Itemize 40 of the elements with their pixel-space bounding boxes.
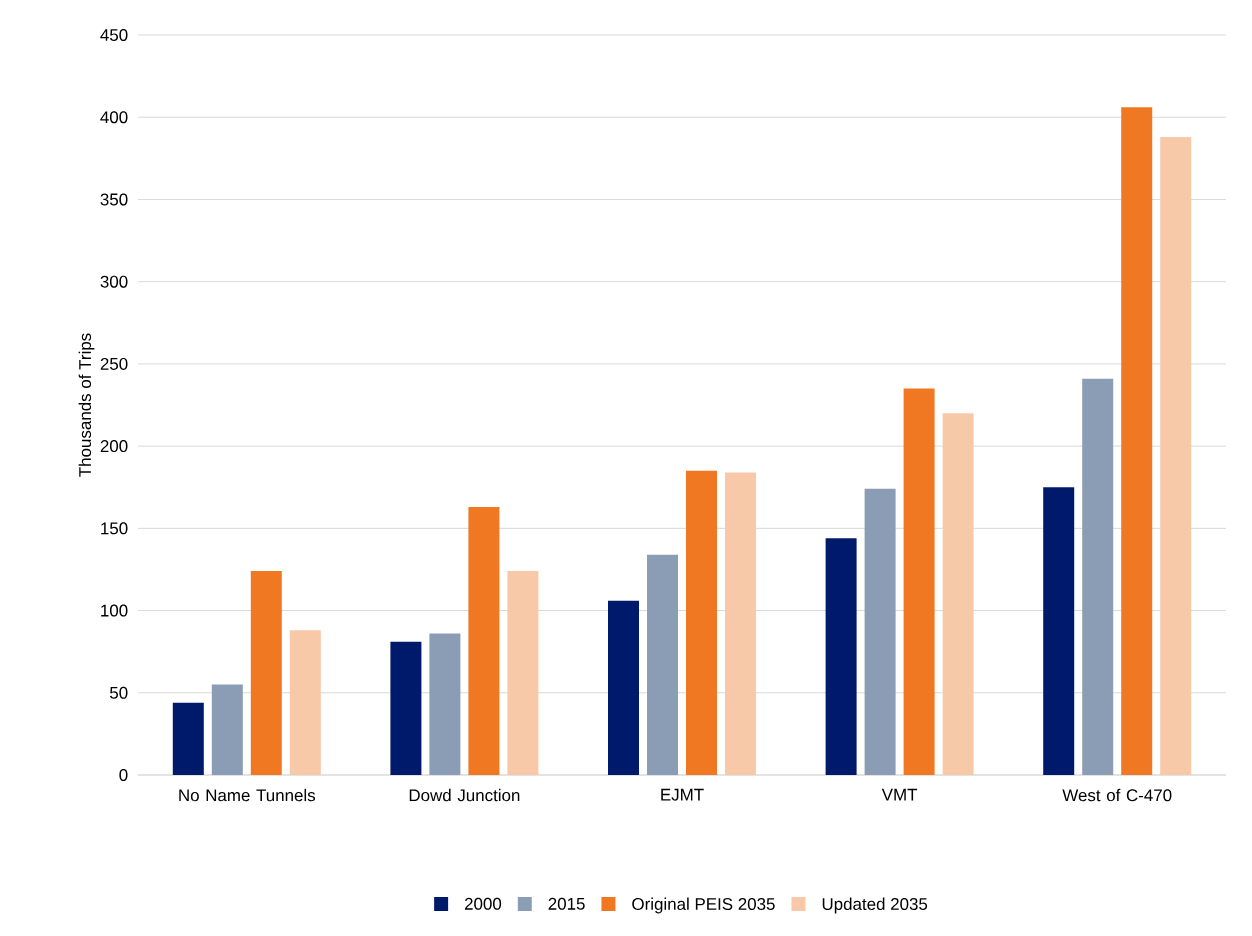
x-tick-label: No Name Tunnels	[179, 788, 316, 802]
bar	[1160, 136, 1192, 775]
y-tick-label: 0	[119, 769, 128, 781]
bar	[468, 506, 500, 775]
y-tick-label: 250	[100, 357, 128, 370]
bar	[429, 633, 461, 775]
bar	[172, 702, 204, 775]
y-tick-label: 350	[100, 193, 128, 206]
y-tick-label: 300	[100, 275, 128, 288]
bar	[825, 538, 857, 775]
bar	[608, 600, 639, 775]
bar	[647, 554, 678, 775]
y-axis-title: Thousands of Trips	[78, 333, 95, 477]
bar	[1082, 378, 1114, 775]
x-tick-label: Dowd Junction	[409, 788, 520, 802]
x-tick-label: EJMT	[661, 788, 704, 801]
bar	[686, 470, 717, 775]
y-tick-label: 150	[101, 522, 128, 535]
bar	[1121, 107, 1153, 775]
bar	[211, 684, 243, 775]
legend-label: Updated 2035	[822, 897, 928, 914]
y-tick-label: 100	[101, 604, 128, 617]
bar	[390, 641, 422, 775]
x-tick-label: West of C-470	[1062, 788, 1172, 802]
x-tick-label: VMT	[881, 788, 918, 801]
bar	[942, 413, 974, 775]
bar	[289, 630, 321, 775]
y-tick-label: 400	[100, 111, 128, 124]
bar	[864, 488, 896, 775]
y-tick-label: 450	[100, 29, 128, 41]
bar	[1043, 487, 1075, 775]
legend-label: Original PEIS 2035	[632, 897, 775, 914]
legend-label: 2000	[464, 897, 502, 910]
bar	[250, 571, 282, 775]
bar	[725, 472, 756, 775]
y-tick-label: 50	[109, 686, 128, 699]
y-tick-label: 200	[100, 440, 128, 453]
legend-label: 2015	[548, 897, 585, 910]
bar	[507, 571, 539, 775]
bar	[903, 388, 935, 775]
